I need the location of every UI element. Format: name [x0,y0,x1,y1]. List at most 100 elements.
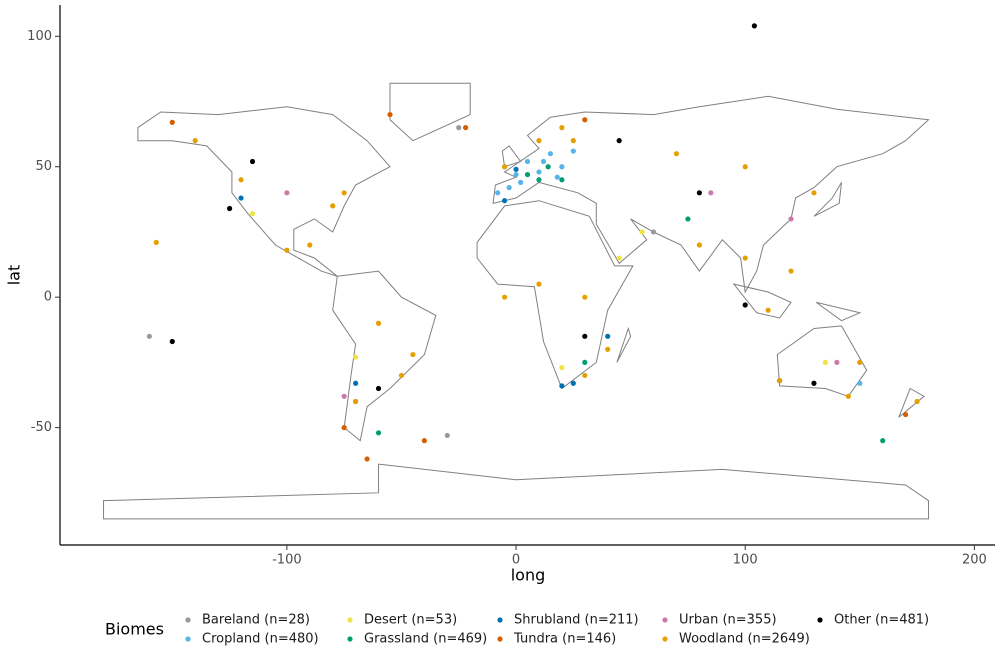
point [238,195,244,201]
point [536,177,542,183]
point [495,190,501,196]
point [249,158,256,165]
land-outline [776,325,868,397]
legend-title: Biomes [105,620,164,639]
point [421,438,427,444]
point [330,203,336,209]
point [547,151,554,157]
y-tick-label: 50 [35,159,52,174]
point [375,430,382,436]
point [398,372,405,379]
point [169,119,175,125]
legend-label: Other (n=481) [834,613,929,628]
point [582,359,588,365]
x-axis-title: long [511,566,546,585]
point [570,138,576,144]
point [501,164,508,170]
point [880,438,886,444]
point [903,411,909,418]
land-outline [616,326,632,363]
point [559,177,565,183]
point [788,216,794,222]
point [582,333,588,339]
land-outline [501,145,522,168]
land-outline [732,283,792,319]
point [387,111,393,118]
point [582,294,588,300]
point [375,320,382,326]
point [364,456,370,462]
point [582,117,588,123]
legend-swatch [662,636,668,642]
legend-label: Tundra (n=146) [513,632,616,647]
point [696,242,702,248]
point [570,380,576,386]
point [456,125,462,131]
point [582,372,588,379]
point [146,333,152,339]
point [685,216,691,222]
point [776,378,783,384]
legend-swatch [662,617,668,623]
point [559,125,565,131]
land-outline [816,301,862,322]
point [822,359,829,365]
point [834,359,840,365]
y-tick-label: -50 [31,420,52,435]
point [536,281,542,287]
point [545,164,551,170]
land-outline [813,182,842,217]
point [518,179,524,185]
point [536,169,542,175]
legend-label: Bareland (n=28) [202,613,310,628]
point [914,398,920,405]
point [284,247,290,253]
land-outline [492,95,930,294]
antarctica-outline [103,463,930,520]
legend-swatch [817,617,823,623]
legend-swatch [347,617,353,623]
point [616,255,622,261]
point [559,164,565,170]
legend-label: Urban (n=355) [679,613,777,628]
point [559,383,565,389]
y-tick-label: 100 [27,29,52,44]
point [673,151,680,157]
point [751,23,757,29]
point [284,190,290,196]
point [501,294,508,300]
x-tick-label: 100 [733,553,758,568]
point [857,380,863,386]
point [742,302,748,308]
point [353,380,359,386]
legend-swatch [185,636,191,642]
x-tick-label: -100 [272,553,302,568]
legend-swatch [185,617,191,623]
point [341,190,347,196]
land-outline [898,387,925,418]
x-tick-label: 200 [962,553,987,568]
point [788,268,794,274]
point [341,425,347,431]
point [554,174,560,180]
point [742,255,748,261]
point [249,211,256,217]
legend-label: Desert (n=53) [364,613,457,628]
point [353,354,359,360]
point [410,351,416,358]
land-outline [389,82,471,142]
point [238,177,244,183]
point [192,138,198,144]
land-outline [476,200,634,390]
point [506,185,512,191]
point [845,393,851,399]
legend-swatch [347,636,353,642]
point [169,338,175,345]
point [616,138,622,144]
x-tick-label: 0 [512,553,520,568]
point [857,359,863,365]
points [146,23,920,462]
point [811,380,817,386]
legend-swatch [497,636,503,642]
